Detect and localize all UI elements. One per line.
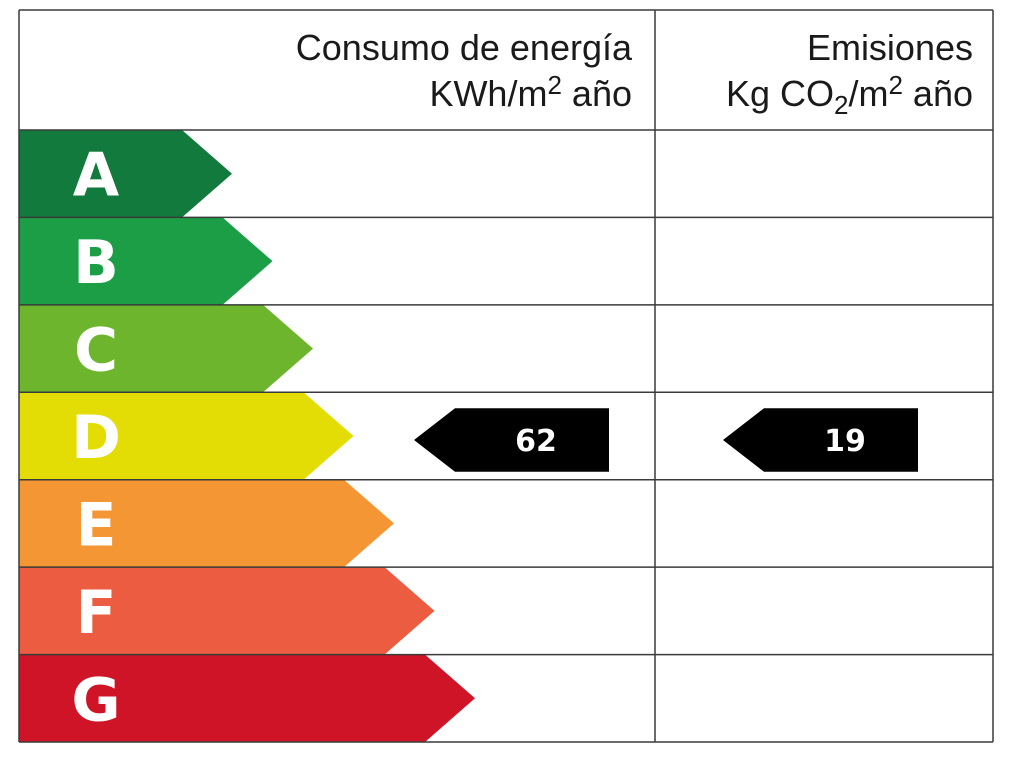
class-band-e [19,479,394,568]
emissions-unit-sup: 2 [888,70,902,100]
class-letter-f: F [76,578,117,648]
energy-unit-sup: 2 [547,70,561,100]
class-band-g [19,654,475,742]
emissions-unit-sub: 2 [834,90,848,120]
energy-rating-marker: 62 [414,408,609,472]
emissions-header-line1: Emisiones [807,27,973,68]
energy-unit-prefix: KWh/m [429,73,547,114]
class-letter-b: B [73,228,119,298]
emissions-rating-marker: 19 [723,408,918,472]
emissions-column-header: Emisiones Kg CO2/m2 año [726,27,973,120]
table-grid [18,9,994,743]
class-letter-a: A [73,141,120,211]
class-band-c [19,304,313,393]
class-band-b [19,217,273,305]
class-letter-c: C [74,316,118,386]
class-band-d [19,392,354,480]
class-letter-g: G [71,665,120,735]
emissions-unit-suffix: año [903,73,973,114]
emissions-unit-mid: /m [848,73,888,114]
energy-marker-arrow [414,408,609,472]
class-band-f [19,567,435,655]
class-letter-e: E [76,490,117,560]
class-letter-d: D [71,403,121,473]
energy-header-line2: KWh/m2 año [429,70,632,114]
emissions-value: 19 [824,424,866,459]
class-band-a [19,130,232,218]
energy-value: 62 [515,424,557,459]
energy-header-line1: Consumo de energía [296,27,633,68]
emissions-marker-arrow [723,408,918,472]
energy-unit-suffix: año [562,73,632,114]
emissions-header-line2: Kg CO2/m2 año [726,70,973,120]
energy-column-header: Consumo de energía KWh/m2 año [296,27,633,114]
emissions-unit-prefix: Kg CO [726,73,834,114]
